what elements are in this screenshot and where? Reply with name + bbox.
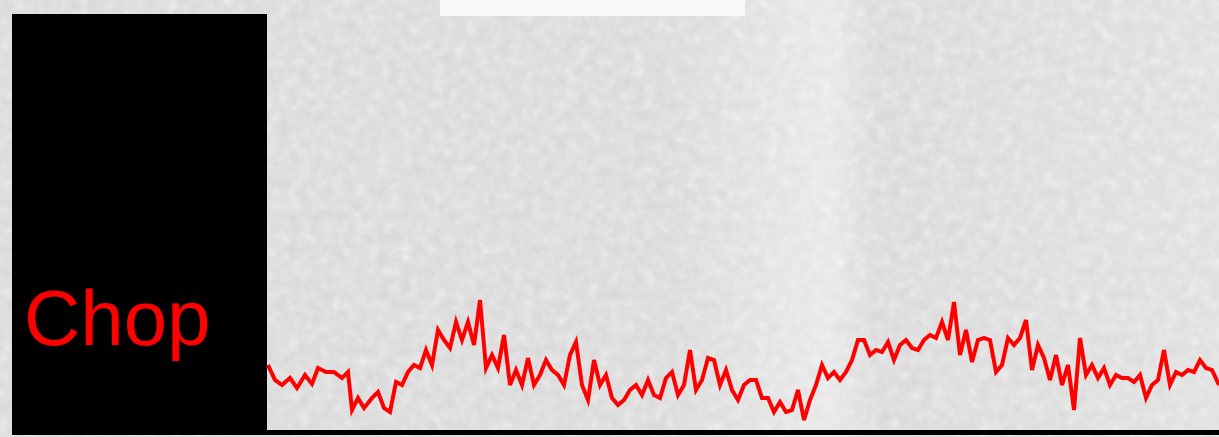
screen: Chop	[0, 0, 1219, 437]
label-box	[12, 14, 267, 432]
baseline	[12, 430, 1219, 435]
top-patch	[440, 0, 745, 16]
label-text: Chop	[24, 274, 210, 362]
